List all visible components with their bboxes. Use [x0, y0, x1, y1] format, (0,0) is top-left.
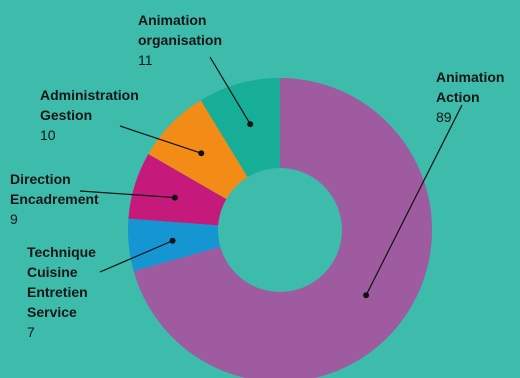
label-direction-encadrement-line1: Direction	[10, 171, 71, 187]
label-animation-action-line1: Animation	[436, 69, 505, 85]
label-technique-line3: Entretien	[27, 284, 88, 300]
label-technique-line1: Technique	[27, 244, 96, 260]
leader-lines	[79, 56, 463, 299]
slice-direction-encadrement	[128, 154, 227, 226]
leader-administration-line	[119, 125, 202, 154]
leader-direction-line	[79, 190, 175, 199]
slice-animation-action	[133, 78, 432, 378]
label-direction-encadrement-line2: Encadrement	[10, 191, 99, 207]
label-direction-encadrement-value: 9	[10, 211, 18, 227]
donut-slices	[128, 78, 432, 378]
label-animation-action: Animation Action 89	[436, 67, 504, 127]
leader-animation-action-dot	[363, 292, 370, 299]
label-animation-organisation-line2: organisation	[138, 32, 223, 48]
slice-technique-cuisine-entretien-service	[128, 218, 221, 272]
label-animation-action-line2: Action	[436, 89, 480, 105]
label-administration-gestion: Administration Gestion 10	[40, 85, 139, 145]
leader-direction-dot	[171, 194, 178, 201]
label-animation-organisation-line1: Animation	[138, 12, 207, 28]
label-direction-encadrement: Direction Encadrement 9	[10, 169, 99, 229]
label-administration-gestion-value: 10	[40, 127, 56, 143]
leader-technique-dot	[169, 237, 176, 244]
leader-organisation-dot	[247, 121, 254, 128]
leader-administration-dot	[198, 150, 205, 157]
leader-organisation-line	[209, 56, 251, 125]
label-technique-line4: Service	[27, 304, 77, 320]
label-technique-value: 7	[27, 324, 35, 340]
label-animation-organisation: Animation organisation 11	[138, 10, 222, 70]
slice-administration-gestion	[148, 100, 248, 199]
label-administration-gestion-line1: Administration	[40, 87, 139, 103]
leader-animation-action-line	[365, 104, 463, 296]
label-animation-action-value: 89	[436, 109, 452, 125]
label-technique-service: Technique Cuisine Entretien Service 7	[27, 242, 96, 342]
slice-animation-organisation	[200, 78, 280, 178]
label-administration-gestion-line2: Gestion	[40, 107, 93, 123]
label-animation-organisation-value: 11	[138, 52, 153, 68]
leader-technique-line	[99, 240, 173, 273]
label-technique-line2: Cuisine	[27, 264, 78, 280]
